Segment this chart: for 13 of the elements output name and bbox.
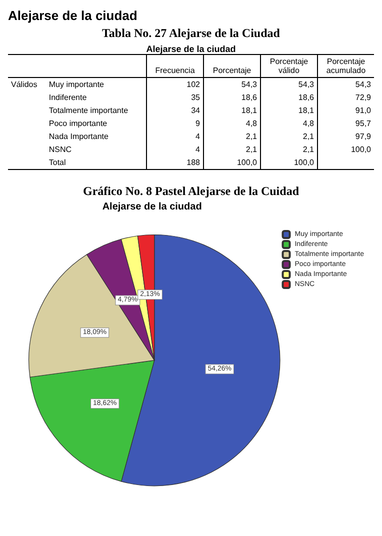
text: Totalmente importante 34 18,1 18,1 91,0 bbox=[48, 106, 371, 115]
text: Nada Importante 4 2,1 2,1 97,9 bbox=[48, 132, 371, 141]
text: Válidos Muy importante 102 54,3 54,3 54,3 bbox=[11, 80, 371, 89]
text: Tabla No. 27 Alejarse de la Ciudad bbox=[101, 26, 281, 41]
text: Indiferente 35 18,6 18,6 72,9 bbox=[48, 93, 371, 102]
text: Total 188 100,0 100,0 bbox=[48, 158, 314, 167]
text: Frecuencia Porcentaje Porcentaje válido Porcentaje acumulado bbox=[155, 57, 366, 75]
text: NSNC 4 2,1 2,1 100,0 bbox=[48, 145, 371, 154]
text: Alejarse de la ciudad bbox=[8, 8, 138, 23]
text: Alejarse de la ciudad bbox=[145, 44, 237, 54]
chart-title: Gráfico No. 8 Pastel Alejarse de la Cuidad bbox=[83, 184, 300, 198]
text: Poco importante 9 4,8 4,8 95,7 bbox=[48, 119, 371, 128]
chart-subtitle: Alejarse de la ciudad bbox=[102, 202, 202, 212]
